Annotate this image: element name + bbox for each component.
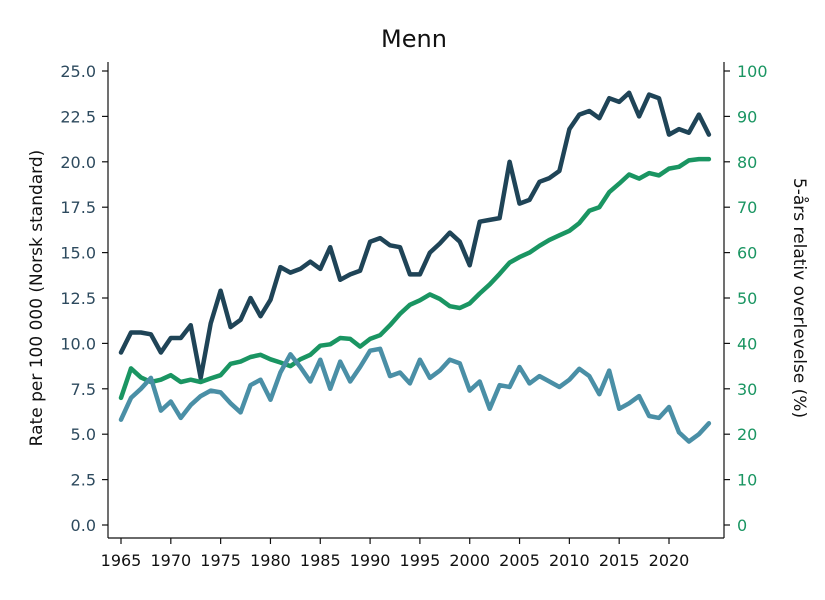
left-tick-label: 12.5 [60,289,96,308]
right-tick-label: 40 [737,334,757,353]
x-tick-label: 1990 [350,551,391,570]
right-tick-label: 30 [737,380,757,399]
right-tick-label: 10 [737,471,757,490]
series-line-2 [118,156,712,401]
right-tick-label: 20 [737,425,757,444]
series-line-1 [118,90,712,381]
x-tick-label: 1965 [101,551,142,570]
right-tick-label: 50 [737,289,757,308]
x-tick-label: 1985 [300,551,341,570]
left-tick-label: 17.5 [60,198,96,217]
left-tick-label: 25.0 [60,62,96,81]
left-tick-label: 15.0 [60,244,96,263]
left-tick-label: 10.0 [60,334,96,353]
series-line-3 [118,346,712,444]
x-tick-label: 1995 [400,551,441,570]
x-axis-ticks: 1965 1970 1975 1980 1985 1990 1995 2000 2005 2010… [101,538,690,570]
right-tick-label: 60 [737,244,757,263]
left-tick-label: 2.5 [71,471,96,490]
x-tick-label: 1975 [200,551,241,570]
left-tick-label: 5.0 [71,425,96,444]
x-tick-label: 2020 [649,551,690,570]
x-tick-label: 1970 [150,551,191,570]
right-tick-label: 70 [737,198,757,217]
right-axis-ticks: 0 10 20 30 40 50 60 70 80 90 100 [724,62,768,535]
x-tick-label: 1980 [250,551,291,570]
x-tick-label: 2005 [499,551,540,570]
x-tick-label: 2000 [449,551,490,570]
right-tick-label: 80 [737,153,757,172]
x-tick-label: 2010 [549,551,590,570]
left-axis-ticks: 0.0 2.5 5.0 7.5 10.0 12.5 15.0 17.5 20.0 22.5 25.0 [60,62,108,535]
series-lines [118,90,712,444]
right-tick-label: 0 [737,516,747,535]
left-tick-label: 22.5 [60,107,96,126]
left-tick-label: 7.5 [71,380,96,399]
left-tick-label: 20.0 [60,153,96,172]
right-tick-label: 90 [737,107,757,126]
chart-title: Menn [381,25,447,53]
right-axis-label: 5-års relativ overlevelse (%) [789,178,810,418]
left-tick-label: 0.0 [71,516,96,535]
right-tick-label: 100 [737,62,768,81]
left-axis-label: Rate per 100 000 (Norsk standard) [27,150,47,447]
x-tick-label: 2015 [599,551,640,570]
